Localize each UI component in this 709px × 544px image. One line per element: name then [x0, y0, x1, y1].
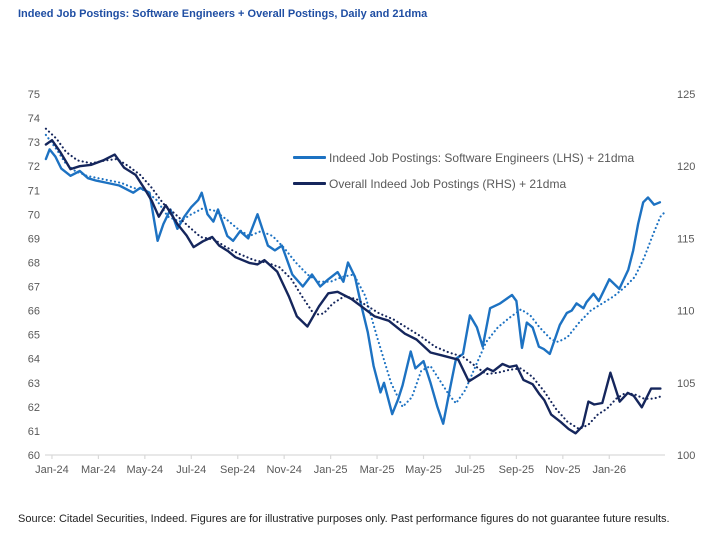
y-right-tick-label: 120 [677, 161, 695, 173]
y-left-tick-label: 64 [28, 354, 40, 366]
source-note: Source: Citadel Securities, Indeed. Figu… [18, 513, 670, 525]
y-left-tick-label: 66 [28, 306, 40, 318]
x-tick-label: Jan-24 [35, 464, 69, 476]
y-left-tick-label: 71 [28, 185, 40, 197]
y-left-tick-label: 75 [28, 89, 40, 101]
x-tick-label: Jan-25 [314, 464, 348, 476]
chart-title: Indeed Job Postings: Software Engineers … [18, 8, 428, 20]
legend-line-swatch-blue [293, 156, 326, 159]
series-dotted-left [44, 133, 667, 408]
x-tick-label: Sep-25 [499, 464, 534, 476]
x-tick-label: Nov-25 [545, 464, 580, 476]
y-right-tick-label: 100 [677, 450, 695, 462]
x-tick-label: May-24 [127, 464, 164, 476]
x-tick-label: Sep-24 [220, 464, 255, 476]
y-left-tick-label: 63 [28, 378, 40, 390]
x-tick-label: Jan-26 [592, 464, 626, 476]
x-tick-label: Jul-25 [455, 464, 485, 476]
y-right-tick-label: 105 [677, 378, 695, 390]
y-left-tick-label: 67 [28, 282, 40, 294]
y-right-tick-label: 115 [677, 233, 695, 245]
legend-item-overall-postings: Overall Indeed Job Postings (RHS) + 21dm… [293, 175, 634, 192]
x-tick-label: Mar-25 [360, 464, 395, 476]
y-left-tick-label: 73 [28, 137, 40, 149]
y-left-tick-label: 68 [28, 257, 40, 269]
y-left-tick-label: 74 [28, 113, 40, 125]
y-left-tick-label: 72 [28, 161, 40, 173]
y-left-tick-label: 65 [28, 330, 40, 342]
legend-line-swatch-navy [293, 182, 326, 185]
y-left-tick-label: 69 [28, 233, 40, 245]
x-tick-label: Mar-24 [81, 464, 116, 476]
y-left-tick-label: 60 [28, 450, 40, 462]
chart-legend: Indeed Job Postings: Software Engineers … [293, 149, 634, 201]
x-tick-label: Jul-24 [176, 464, 206, 476]
series-solid-right [44, 138, 662, 435]
x-tick-label: May-25 [405, 464, 442, 476]
chart-svg: Jan-24 Mar-24 May-24 Jul-24 Sep-24 Nov-24 Jan-… [28, 89, 696, 476]
legend-label-software-engineers: Indeed Job Postings: Software Engineers … [329, 150, 635, 165]
y-right-tick-label: 125 [677, 89, 695, 101]
y-left-tick-label: 70 [28, 209, 40, 221]
legend-label-overall-postings: Overall Indeed Job Postings (RHS) + 21dm… [329, 176, 567, 191]
x-tick-label: Nov-24 [266, 464, 301, 476]
series-dotted-right [44, 127, 664, 431]
series-solid-left [44, 148, 662, 425]
legend-item-software-engineers: Indeed Job Postings: Software Engineers … [293, 149, 634, 166]
y-left-tick-label: 61 [28, 426, 40, 438]
y-right-tick-label: 110 [677, 306, 695, 318]
y-left-tick-label: 62 [28, 402, 40, 414]
